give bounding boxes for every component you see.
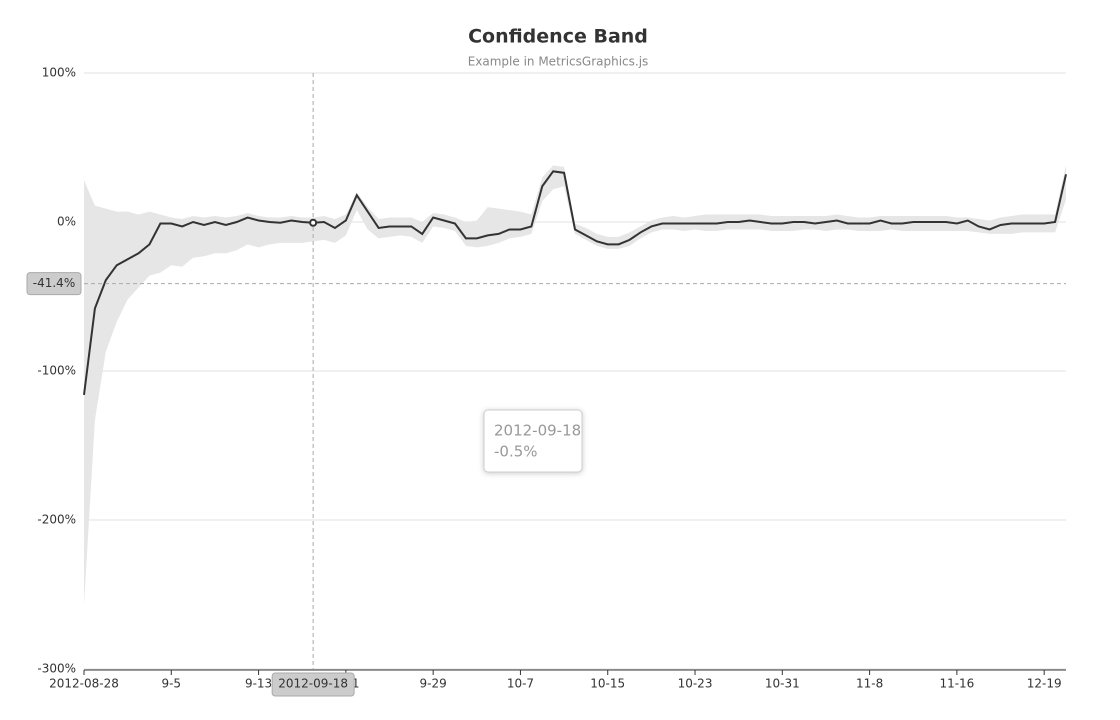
- chart-subtitle: Example in MetricsGraphics.js: [468, 55, 649, 69]
- line: [83, 170, 1067, 395]
- highlight-point: [309, 218, 318, 227]
- x-tick-label: 10-7: [507, 677, 534, 691]
- x-tick-label: 2012-08-28: [49, 677, 119, 691]
- x-tick-label: 10-23: [678, 677, 713, 691]
- pointer-label-x: 2012-09-18: [278, 677, 348, 691]
- tooltip-title: 2012-09-18: [494, 422, 581, 440]
- y-tick-label: 0%: [57, 215, 76, 229]
- x-tick-label: 10-15: [590, 677, 625, 691]
- y-tick-label: 100%: [42, 66, 76, 80]
- x-tick-label: 9-13: [245, 677, 272, 691]
- confidence-band: [84, 165, 1066, 605]
- x-tick-label: 10-31: [765, 677, 800, 691]
- x-tick-label: 9-29: [420, 677, 447, 691]
- tooltip-box: [483, 409, 583, 473]
- pointer-label-y: -41.4%: [33, 276, 75, 290]
- y-tick-label: -100%: [37, 364, 76, 378]
- x-tick-label: 9-5: [161, 677, 181, 691]
- tooltip-value: -0.5%: [494, 443, 538, 461]
- x-tick-label: 12-19: [1027, 677, 1062, 691]
- pointer-label-x-bg: [271, 672, 355, 697]
- x-tick-label: 11-16: [939, 677, 974, 691]
- pointer-label-y-bg: [26, 272, 82, 296]
- chart-title: Confidence Band: [468, 26, 648, 48]
- x-tick-label: 11-8: [856, 677, 883, 691]
- y-tick-label: -200%: [37, 513, 76, 527]
- y-tick-label: -300%: [37, 662, 76, 676]
